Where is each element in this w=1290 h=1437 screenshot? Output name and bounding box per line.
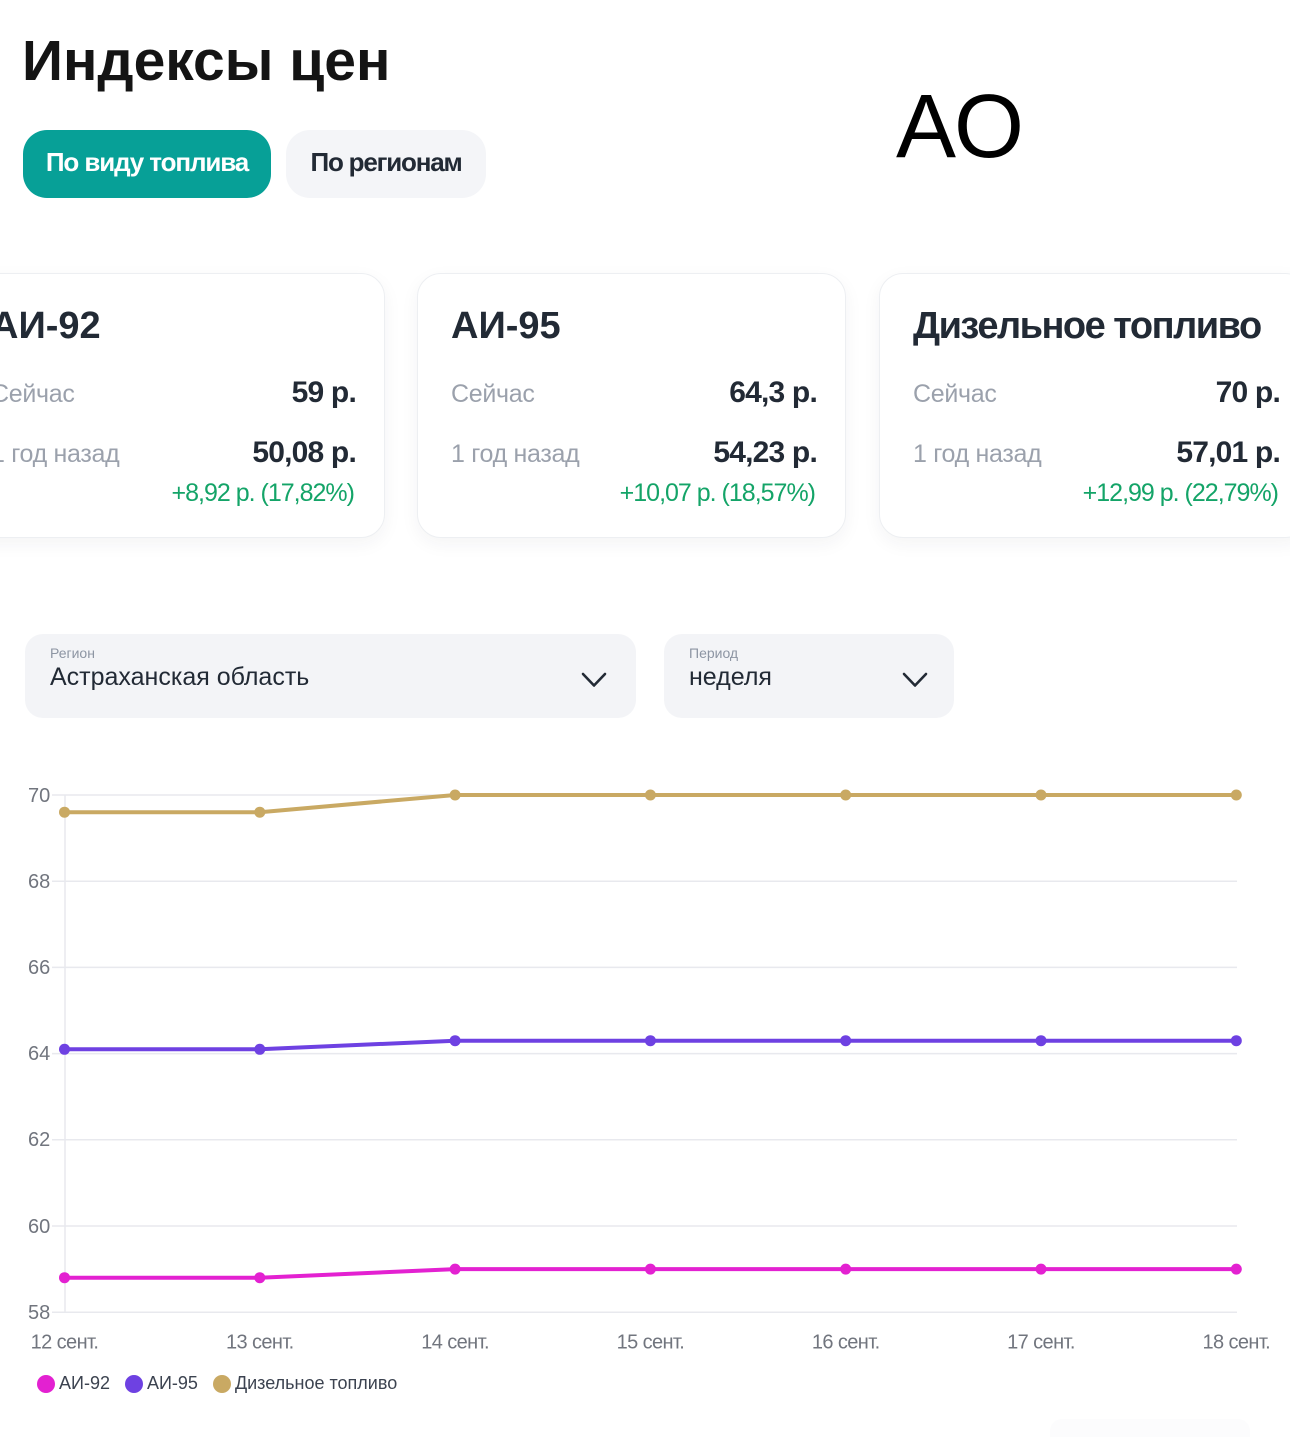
svg-text:17 сент.: 17 сент. (1007, 1332, 1075, 1354)
svg-text:13 сент.: 13 сент. (226, 1332, 294, 1354)
svg-text:70: 70 (28, 785, 50, 807)
svg-text:60: 60 (28, 1216, 50, 1238)
svg-text:62: 62 (28, 1129, 50, 1151)
svg-text:16 сент.: 16 сент. (812, 1332, 880, 1354)
svg-text:18 сент.: 18 сент. (1202, 1332, 1270, 1354)
svg-text:68: 68 (28, 871, 50, 893)
svg-text:58: 58 (28, 1302, 50, 1324)
svg-text:64: 64 (28, 1043, 50, 1065)
svg-text:66: 66 (28, 957, 50, 979)
svg-text:14 сент.: 14 сент. (421, 1332, 489, 1354)
svg-text:15 сент.: 15 сент. (617, 1332, 685, 1354)
svg-text:12 сент.: 12 сент. (31, 1332, 99, 1354)
